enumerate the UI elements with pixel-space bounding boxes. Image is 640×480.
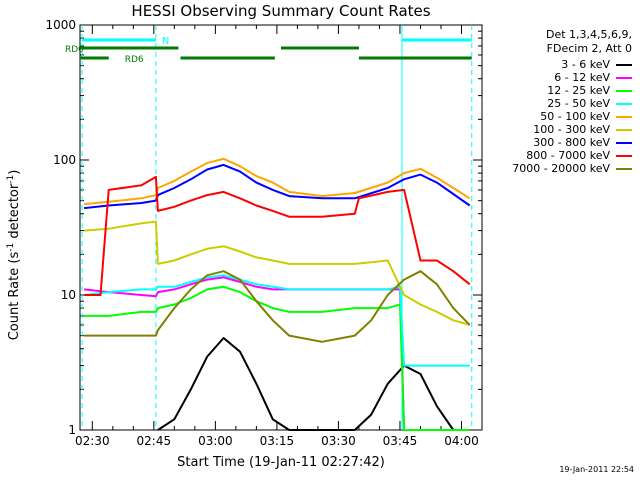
y-tick-label: 10 [61, 288, 76, 302]
legend-entry: 3 - 6 keV [561, 58, 632, 71]
legend-swatch [616, 167, 632, 170]
legend-header-line-2: FDecim 2, Att 0 [546, 42, 632, 55]
y-tick-label: 100 [53, 153, 76, 167]
legend-entry: 50 - 100 keV [540, 110, 632, 123]
legend-swatch [616, 89, 632, 92]
y-axis-label-part-4: ) [7, 169, 23, 175]
x-tick-label: 03:00 [198, 434, 233, 448]
flag-label-rd6: RD6 [125, 55, 144, 65]
y-tick-label: 1000 [45, 18, 76, 32]
series-line-5 [84, 220, 470, 326]
y-tick-label: 1 [68, 423, 76, 437]
x-tick-label: 02:30 [75, 434, 110, 448]
legend-label: 6 - 12 keV [554, 71, 610, 84]
legend-swatch [616, 128, 632, 131]
legend-entry: 12 - 25 keV [547, 84, 632, 97]
legend-entry: 300 - 800 keV [533, 136, 632, 149]
legend-entry: 7000 - 20000 keV [512, 162, 632, 175]
plot-frame [79, 24, 483, 431]
series-line-4 [83, 157, 471, 206]
legend-label: 7000 - 20000 keV [512, 162, 610, 175]
y-axis-label-part-0: Count Rate (s [7, 251, 23, 341]
x-tick-label: 04:00 [444, 434, 479, 448]
legend-label: 12 - 25 keV [547, 84, 610, 97]
legend-label: 50 - 100 keV [540, 110, 610, 123]
legend-entry: 100 - 300 keV [533, 123, 632, 136]
legend-header-line-1: Det 1,3,4,5,6,9, [545, 28, 632, 41]
x-axis-label: Start Time (19-Jan-11 02:27:42) [177, 455, 385, 470]
y-axis-label-part-1: -1 [5, 242, 16, 252]
x-tick-label: 02:45 [137, 434, 172, 448]
series-line-7 [84, 175, 471, 296]
series-line-0 [157, 337, 455, 431]
legend-swatch [616, 115, 632, 118]
legend-swatch [616, 141, 632, 144]
legend-swatch [616, 76, 632, 79]
y-axis-label-part-3: -1 [5, 174, 16, 184]
legend-entry: 25 - 50 keV [547, 97, 632, 110]
legend-entry: 800 - 7000 keV [526, 149, 632, 162]
legend-swatch [616, 102, 632, 105]
chart-title: HESSI Observing Summary Count Rates [131, 2, 431, 20]
x-tick-label: 03:45 [383, 434, 418, 448]
legend-entry: 6 - 12 keV [554, 71, 632, 84]
x-tick-label: 03:30 [321, 434, 356, 448]
y-axis-label: Count Rate (s-1 detector-1) [6, 170, 22, 341]
legend-swatch [616, 154, 632, 157]
series-line-2 [84, 285, 470, 431]
legend-label: 3 - 6 keV [561, 58, 610, 71]
series-line-3 [83, 274, 470, 367]
flag-label-n: N [162, 36, 169, 47]
x-tick-label: 03:15 [260, 434, 295, 448]
legend-label: 100 - 300 keV [533, 123, 610, 136]
legend-swatch [616, 63, 632, 66]
footer-timestamp: 19-Jan-2011 22:54 [559, 465, 634, 474]
legend-label: 800 - 7000 keV [526, 149, 610, 162]
legend-label: 300 - 800 keV [533, 136, 610, 149]
legend-label: 25 - 50 keV [547, 97, 610, 110]
y-axis-label-part-2: detector [7, 183, 23, 243]
series-line-8 [84, 270, 471, 343]
flag-label-rd0: RD0 [65, 45, 84, 55]
